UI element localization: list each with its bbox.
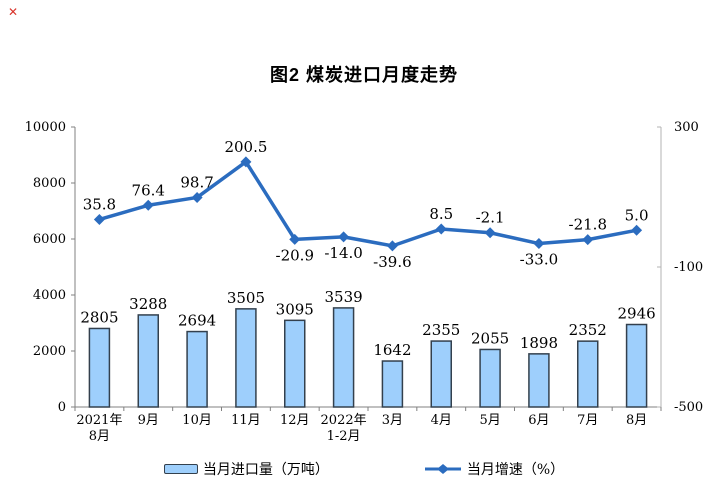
bar [625, 323, 648, 408]
line-swatch-icon [424, 464, 461, 474]
bar [528, 353, 550, 408]
growth-value-label: -39.6 [373, 253, 411, 271]
growth-value-label: 200.5 [224, 138, 267, 156]
growth-value-label: 5.0 [625, 206, 649, 224]
left-axis-tick-label: 2000 [33, 344, 66, 359]
bar-swatch-icon [163, 464, 198, 474]
right-axis-tick-label: -500 [674, 400, 703, 415]
line-marker-diamond [240, 156, 252, 168]
line-marker-diamond [582, 234, 594, 246]
bar-value-label: 3505 [227, 289, 265, 307]
left-axis-tick-label: 6000 [33, 232, 66, 247]
x-category-label: 5月 [479, 413, 500, 428]
x-category-label: 6月 [528, 413, 549, 428]
growth-value-label: 8.5 [429, 205, 453, 223]
growth-value-label: 98.7 [180, 173, 213, 191]
bar [430, 340, 452, 408]
bar-value-label: 2805 [80, 308, 118, 326]
bar-value-label: 3539 [324, 288, 362, 306]
x-category-label: 4月 [431, 413, 452, 428]
x-category-label: 8月 [626, 413, 647, 428]
right-axis-tick-label: -100 [674, 260, 703, 275]
x-category-label: 3月 [382, 413, 403, 428]
bar-value-label: 2355 [422, 321, 460, 339]
chart-title: 图2 煤炭进口月度走势 [269, 65, 458, 85]
line-marker-diamond [533, 238, 545, 250]
growth-value-label: 76.4 [132, 181, 165, 199]
growth-value-label: -14.0 [324, 244, 362, 262]
line-marker-diamond [631, 224, 643, 236]
line-marker-diamond [142, 199, 154, 211]
x-category-label: 2022年 1-2月 [321, 413, 367, 444]
left-axis-tick-label: 0 [58, 400, 66, 415]
bar [186, 330, 208, 408]
bar [577, 340, 599, 408]
x-category-label: 7月 [577, 413, 598, 428]
bar [332, 307, 355, 408]
legend-label-growth: 当月增速（%） [466, 462, 565, 478]
bar-value-label: 1898 [520, 334, 558, 352]
legend-item-growth: 当月增速（%） [424, 459, 564, 479]
bar-value-label: 1642 [373, 341, 411, 359]
left-axis-tick-label: 4000 [33, 288, 66, 303]
bar [284, 319, 306, 408]
bar [235, 308, 257, 408]
line-marker-diamond [386, 240, 398, 252]
bar [88, 327, 111, 408]
x-category-label: 10月 [182, 413, 212, 428]
line-marker-diamond [191, 191, 203, 203]
line-marker-diamond [289, 233, 301, 245]
legend-label-imports: 当月进口量（万吨） [202, 462, 329, 478]
x-category-label: 9月 [138, 413, 159, 428]
bar [479, 348, 501, 408]
left-axis-tick-label: 8000 [33, 176, 66, 191]
line-marker-diamond [484, 227, 496, 239]
bar-value-label: 2352 [569, 321, 607, 339]
bar-value-label: 3095 [276, 300, 314, 318]
x-category-label: 11月 [231, 413, 261, 428]
x-category-label: 12月 [280, 413, 310, 428]
x-category-label: 2021年 8月 [76, 413, 122, 444]
bar [381, 360, 404, 408]
line-marker-diamond [338, 231, 350, 243]
growth-value-label: -33.0 [520, 251, 558, 269]
line-marker-diamond [435, 223, 447, 235]
bar-value-label: 2694 [178, 312, 216, 330]
left-axis-tick-label: 10000 [25, 120, 66, 135]
growth-value-label: -21.8 [569, 216, 607, 234]
growth-value-label: -20.9 [276, 246, 314, 264]
bar-value-label: 2055 [471, 329, 509, 347]
legend-item-imports: 当月进口量（万吨） [163, 459, 329, 479]
broken-image-icon: ✕ [8, 5, 19, 19]
bar-value-label: 3288 [129, 295, 167, 313]
right-axis-tick-label: 300 [674, 120, 699, 135]
bar-value-label: 2946 [617, 305, 655, 323]
line-marker-diamond [93, 213, 105, 225]
growth-line [97, 160, 639, 248]
growth-value-label: 35.8 [83, 195, 116, 213]
growth-value-label: -2.1 [476, 209, 505, 227]
chart-legend: 当月进口量（万吨） 当月增速（%） [0, 459, 728, 479]
bar [137, 314, 159, 408]
